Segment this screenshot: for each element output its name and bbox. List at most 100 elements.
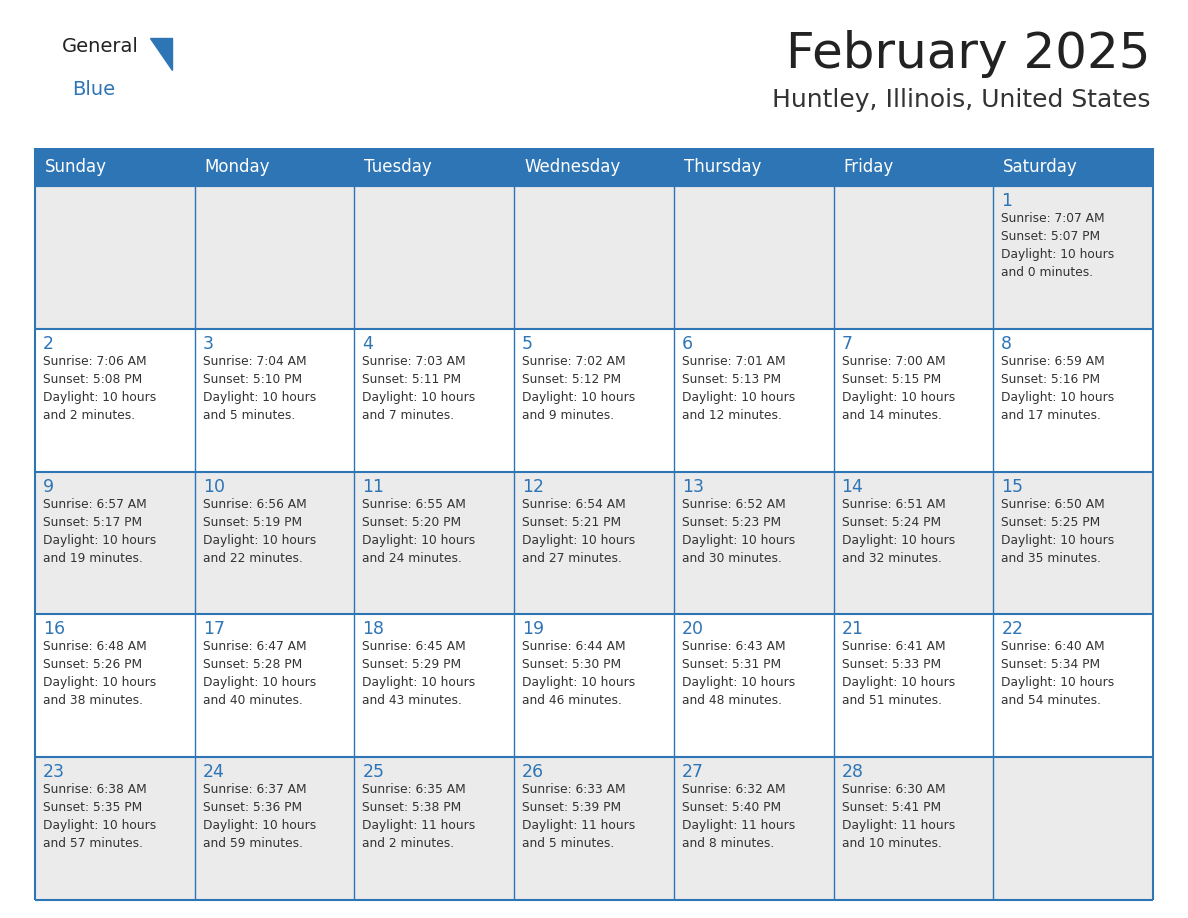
- Text: Sunrise: 6:57 AM
Sunset: 5:17 PM
Daylight: 10 hours
and 19 minutes.: Sunrise: 6:57 AM Sunset: 5:17 PM Dayligh…: [43, 498, 157, 565]
- Bar: [834, 472, 993, 614]
- Bar: [34, 757, 195, 900]
- Bar: [34, 148, 195, 186]
- Bar: [514, 614, 674, 757]
- Bar: [34, 329, 195, 472]
- Text: 16: 16: [43, 621, 65, 638]
- Text: 28: 28: [841, 763, 864, 781]
- Bar: [834, 186, 993, 329]
- Text: Sunrise: 6:40 AM
Sunset: 5:34 PM
Daylight: 10 hours
and 54 minutes.: Sunrise: 6:40 AM Sunset: 5:34 PM Dayligh…: [1001, 641, 1114, 708]
- Text: 3: 3: [203, 335, 214, 353]
- Text: Sunrise: 6:30 AM
Sunset: 5:41 PM
Daylight: 11 hours
and 10 minutes.: Sunrise: 6:30 AM Sunset: 5:41 PM Dayligh…: [841, 783, 955, 850]
- Text: 23: 23: [43, 763, 65, 781]
- Bar: [354, 329, 514, 472]
- Bar: [195, 614, 354, 757]
- Text: Sunrise: 6:48 AM
Sunset: 5:26 PM
Daylight: 10 hours
and 38 minutes.: Sunrise: 6:48 AM Sunset: 5:26 PM Dayligh…: [43, 641, 157, 708]
- Text: 19: 19: [523, 621, 544, 638]
- Bar: [195, 186, 354, 329]
- Bar: [834, 329, 993, 472]
- Text: Sunrise: 7:07 AM
Sunset: 5:07 PM
Daylight: 10 hours
and 0 minutes.: Sunrise: 7:07 AM Sunset: 5:07 PM Dayligh…: [1001, 212, 1114, 279]
- Text: Saturday: Saturday: [1004, 158, 1078, 176]
- Bar: [354, 472, 514, 614]
- Bar: [993, 614, 1154, 757]
- Text: Monday: Monday: [204, 158, 270, 176]
- Text: Sunrise: 6:38 AM
Sunset: 5:35 PM
Daylight: 10 hours
and 57 minutes.: Sunrise: 6:38 AM Sunset: 5:35 PM Dayligh…: [43, 783, 157, 850]
- Bar: [195, 472, 354, 614]
- Text: 11: 11: [362, 477, 385, 496]
- Text: Sunrise: 6:51 AM
Sunset: 5:24 PM
Daylight: 10 hours
and 32 minutes.: Sunrise: 6:51 AM Sunset: 5:24 PM Dayligh…: [841, 498, 955, 565]
- Text: Sunrise: 6:41 AM
Sunset: 5:33 PM
Daylight: 10 hours
and 51 minutes.: Sunrise: 6:41 AM Sunset: 5:33 PM Dayligh…: [841, 641, 955, 708]
- Text: Huntley, Illinois, United States: Huntley, Illinois, United States: [771, 88, 1150, 112]
- Text: 13: 13: [682, 477, 703, 496]
- Text: 4: 4: [362, 335, 373, 353]
- Text: Sunrise: 7:00 AM
Sunset: 5:15 PM
Daylight: 10 hours
and 14 minutes.: Sunrise: 7:00 AM Sunset: 5:15 PM Dayligh…: [841, 354, 955, 421]
- Bar: [834, 148, 993, 186]
- Text: General: General: [62, 37, 139, 56]
- Bar: [993, 329, 1154, 472]
- Text: Sunrise: 6:37 AM
Sunset: 5:36 PM
Daylight: 10 hours
and 59 minutes.: Sunrise: 6:37 AM Sunset: 5:36 PM Dayligh…: [203, 783, 316, 850]
- Text: Sunrise: 6:55 AM
Sunset: 5:20 PM
Daylight: 10 hours
and 24 minutes.: Sunrise: 6:55 AM Sunset: 5:20 PM Dayligh…: [362, 498, 475, 565]
- Text: Sunrise: 6:35 AM
Sunset: 5:38 PM
Daylight: 11 hours
and 2 minutes.: Sunrise: 6:35 AM Sunset: 5:38 PM Dayligh…: [362, 783, 475, 850]
- Text: Sunrise: 6:32 AM
Sunset: 5:40 PM
Daylight: 11 hours
and 8 minutes.: Sunrise: 6:32 AM Sunset: 5:40 PM Dayligh…: [682, 783, 795, 850]
- Polygon shape: [150, 38, 172, 70]
- Bar: [993, 148, 1154, 186]
- Bar: [834, 614, 993, 757]
- Bar: [674, 614, 834, 757]
- Bar: [674, 186, 834, 329]
- Text: 26: 26: [523, 763, 544, 781]
- Text: 17: 17: [203, 621, 225, 638]
- Bar: [354, 614, 514, 757]
- Bar: [514, 757, 674, 900]
- Bar: [514, 329, 674, 472]
- Text: Friday: Friday: [843, 158, 893, 176]
- Bar: [34, 186, 195, 329]
- Bar: [674, 757, 834, 900]
- Bar: [354, 757, 514, 900]
- Text: Sunrise: 7:02 AM
Sunset: 5:12 PM
Daylight: 10 hours
and 9 minutes.: Sunrise: 7:02 AM Sunset: 5:12 PM Dayligh…: [523, 354, 636, 421]
- Text: 9: 9: [43, 477, 55, 496]
- Text: Sunday: Sunday: [45, 158, 107, 176]
- Text: Sunrise: 6:44 AM
Sunset: 5:30 PM
Daylight: 10 hours
and 46 minutes.: Sunrise: 6:44 AM Sunset: 5:30 PM Dayligh…: [523, 641, 636, 708]
- Bar: [195, 329, 354, 472]
- Text: Sunrise: 7:03 AM
Sunset: 5:11 PM
Daylight: 10 hours
and 7 minutes.: Sunrise: 7:03 AM Sunset: 5:11 PM Dayligh…: [362, 354, 475, 421]
- Text: 6: 6: [682, 335, 693, 353]
- Text: Sunrise: 7:06 AM
Sunset: 5:08 PM
Daylight: 10 hours
and 2 minutes.: Sunrise: 7:06 AM Sunset: 5:08 PM Dayligh…: [43, 354, 157, 421]
- Text: Sunrise: 6:59 AM
Sunset: 5:16 PM
Daylight: 10 hours
and 17 minutes.: Sunrise: 6:59 AM Sunset: 5:16 PM Dayligh…: [1001, 354, 1114, 421]
- Text: 1: 1: [1001, 192, 1012, 210]
- Text: 22: 22: [1001, 621, 1023, 638]
- Text: Tuesday: Tuesday: [365, 158, 432, 176]
- Bar: [195, 757, 354, 900]
- Bar: [34, 614, 195, 757]
- Text: Sunrise: 7:01 AM
Sunset: 5:13 PM
Daylight: 10 hours
and 12 minutes.: Sunrise: 7:01 AM Sunset: 5:13 PM Dayligh…: [682, 354, 795, 421]
- Bar: [993, 472, 1154, 614]
- Text: Sunrise: 7:04 AM
Sunset: 5:10 PM
Daylight: 10 hours
and 5 minutes.: Sunrise: 7:04 AM Sunset: 5:10 PM Dayligh…: [203, 354, 316, 421]
- Bar: [514, 472, 674, 614]
- Text: Sunrise: 6:47 AM
Sunset: 5:28 PM
Daylight: 10 hours
and 40 minutes.: Sunrise: 6:47 AM Sunset: 5:28 PM Dayligh…: [203, 641, 316, 708]
- Text: Sunrise: 6:45 AM
Sunset: 5:29 PM
Daylight: 10 hours
and 43 minutes.: Sunrise: 6:45 AM Sunset: 5:29 PM Dayligh…: [362, 641, 475, 708]
- Bar: [834, 757, 993, 900]
- Text: 21: 21: [841, 621, 864, 638]
- Text: Sunrise: 6:54 AM
Sunset: 5:21 PM
Daylight: 10 hours
and 27 minutes.: Sunrise: 6:54 AM Sunset: 5:21 PM Dayligh…: [523, 498, 636, 565]
- Text: Sunrise: 6:33 AM
Sunset: 5:39 PM
Daylight: 11 hours
and 5 minutes.: Sunrise: 6:33 AM Sunset: 5:39 PM Dayligh…: [523, 783, 636, 850]
- Text: 18: 18: [362, 621, 385, 638]
- Text: 15: 15: [1001, 477, 1023, 496]
- Text: Sunrise: 6:50 AM
Sunset: 5:25 PM
Daylight: 10 hours
and 35 minutes.: Sunrise: 6:50 AM Sunset: 5:25 PM Dayligh…: [1001, 498, 1114, 565]
- Text: 24: 24: [203, 763, 225, 781]
- Bar: [34, 472, 195, 614]
- Text: 25: 25: [362, 763, 385, 781]
- Bar: [674, 472, 834, 614]
- Text: Wednesday: Wednesday: [524, 158, 620, 176]
- Text: Sunrise: 6:52 AM
Sunset: 5:23 PM
Daylight: 10 hours
and 30 minutes.: Sunrise: 6:52 AM Sunset: 5:23 PM Dayligh…: [682, 498, 795, 565]
- Bar: [514, 186, 674, 329]
- Text: 5: 5: [523, 335, 533, 353]
- Text: Sunrise: 6:56 AM
Sunset: 5:19 PM
Daylight: 10 hours
and 22 minutes.: Sunrise: 6:56 AM Sunset: 5:19 PM Dayligh…: [203, 498, 316, 565]
- Text: February 2025: February 2025: [785, 30, 1150, 78]
- Bar: [993, 757, 1154, 900]
- Text: Sunrise: 6:43 AM
Sunset: 5:31 PM
Daylight: 10 hours
and 48 minutes.: Sunrise: 6:43 AM Sunset: 5:31 PM Dayligh…: [682, 641, 795, 708]
- Text: 12: 12: [523, 477, 544, 496]
- Text: 8: 8: [1001, 335, 1012, 353]
- Text: Thursday: Thursday: [684, 158, 762, 176]
- Bar: [354, 186, 514, 329]
- Text: 10: 10: [203, 477, 225, 496]
- Text: 14: 14: [841, 477, 864, 496]
- Text: Blue: Blue: [72, 80, 115, 99]
